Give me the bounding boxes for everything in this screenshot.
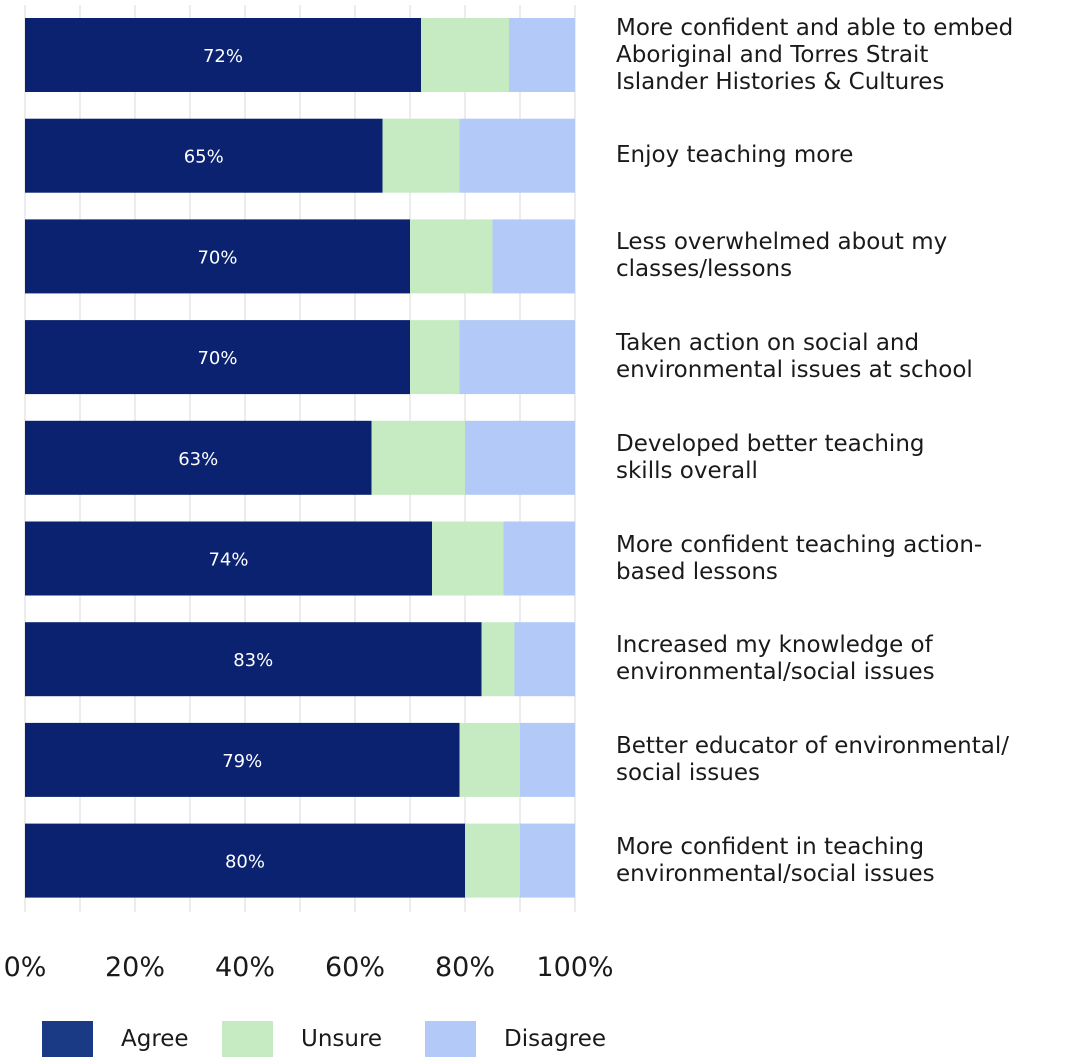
category-label: Enjoy teaching more: [616, 142, 1056, 169]
bar-unsure: [371, 420, 465, 495]
category-label: More confident and able to embed Aborigin…: [616, 15, 1056, 96]
x-tick-label: 20%: [105, 952, 165, 983]
category-label: Increased my knowledge of environmental/s…: [616, 632, 1056, 686]
category-label-line: Increased my knowledge of: [616, 632, 933, 659]
stacked-bar-chart: 72% 65% 70% 70% 63% 74% 83% 79% 80% 0% 20% 40% 60% 80…: [4, 5, 614, 983]
category-label-line: environmental/social issues: [616, 860, 935, 887]
data-label: 74%: [208, 550, 248, 571]
bar-disagree: [509, 18, 575, 92]
x-tick-label: 100%: [536, 952, 613, 983]
bar-agree: [25, 722, 460, 797]
legend: Agree Unsure Disagree: [0, 1021, 1066, 1057]
legend-label: Agree: [121, 1026, 189, 1052]
bar-agree: [25, 521, 432, 596]
legend-label: Unsure: [301, 1026, 383, 1052]
bar-agree: [25, 118, 383, 193]
category-label-line: based lessons: [616, 558, 778, 585]
x-tick-label: 0%: [4, 952, 47, 983]
legend-swatch: [42, 1021, 93, 1057]
bar-disagree: [465, 420, 575, 495]
category-label-line: classes/lessons: [616, 256, 793, 283]
data-label: 83%: [233, 650, 273, 671]
category-label: More confident teaching action-based les…: [616, 532, 1056, 586]
legend-label: Disagree: [504, 1026, 607, 1052]
bar-agree: [25, 823, 465, 898]
bar-disagree: [492, 219, 575, 294]
bar-unsure: [432, 521, 504, 596]
category-label-line: social issues: [616, 759, 760, 786]
category-label-line: Better educator of environmental/: [616, 732, 1009, 759]
category-label: Taken action on social and environmental …: [616, 330, 1056, 384]
category-label: More confident in teaching environmental/…: [616, 834, 1056, 888]
category-label-line: More confident teaching action-: [616, 531, 983, 558]
bar-unsure: [481, 622, 515, 697]
data-label: 80%: [225, 852, 265, 873]
data-label: 70%: [197, 348, 237, 369]
legend-swatch: [222, 1021, 273, 1057]
data-label: 72%: [203, 46, 243, 67]
bar-disagree: [459, 118, 575, 193]
category-label-line: More confident in teaching: [616, 833, 925, 860]
bar-unsure: [459, 722, 520, 797]
bar-agree: [25, 622, 482, 697]
bar-agree: [25, 18, 421, 92]
legend-item-disagree: Disagree: [425, 1021, 606, 1057]
data-label: 70%: [197, 247, 237, 268]
x-tick-label: 60%: [325, 952, 385, 983]
data-label: 79%: [222, 751, 262, 772]
bar-disagree: [520, 722, 575, 797]
bar-unsure: [465, 823, 520, 898]
legend-item-agree: Agree: [42, 1021, 189, 1057]
category-label-line: Islander Histories & Cultures: [616, 68, 945, 95]
bar-disagree: [520, 823, 575, 898]
bar-agree: [25, 420, 372, 495]
x-tick-label: 40%: [215, 952, 275, 983]
bar-agree: [25, 320, 410, 395]
category-label-line: Less overwhelmed about my: [616, 229, 948, 256]
category-label-line: Taken action on social and: [616, 330, 920, 357]
data-label: 63%: [178, 449, 218, 470]
bar-unsure: [410, 219, 493, 294]
category-label-line: Enjoy teaching more: [616, 142, 854, 169]
category-label-line: More confident and able to embed: [616, 14, 1014, 41]
category-label: Developed better teaching skills overall: [616, 431, 1056, 485]
category-label-line: environmental issues at school: [616, 357, 973, 384]
bar-agree: [25, 219, 410, 294]
category-label-line: Developed better teaching: [616, 430, 925, 457]
data-label: 65%: [184, 147, 224, 168]
bar-unsure: [421, 18, 509, 92]
category-label-line: Aboriginal and Torres Strait: [616, 41, 929, 68]
bar-disagree: [503, 521, 575, 596]
bar-disagree: [459, 320, 575, 395]
bar-disagree: [514, 622, 575, 697]
legend-swatch: [425, 1021, 476, 1057]
category-label-line: environmental/social issues: [616, 659, 935, 686]
bar-unsure: [382, 118, 460, 193]
x-tick-label: 80%: [435, 952, 495, 983]
legend-item-unsure: Unsure: [222, 1021, 382, 1057]
category-label: Better educator of environmental/social …: [616, 733, 1056, 787]
bar-unsure: [410, 320, 460, 395]
category-label-line: skills overall: [616, 457, 758, 484]
category-label: Less overwhelmed about my classes/lessons: [616, 229, 1056, 283]
